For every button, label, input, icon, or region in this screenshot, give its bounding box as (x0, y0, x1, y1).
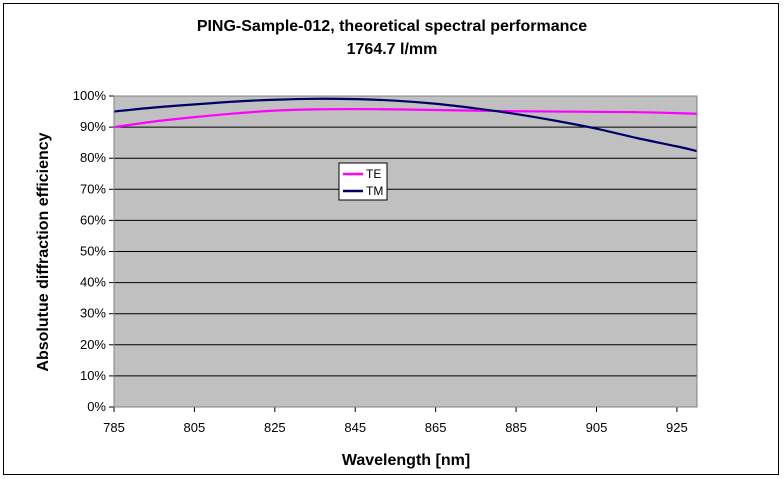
y-tick-label: 40% (80, 275, 106, 290)
series-line-tm (113, 97, 698, 153)
x-tick-label: 825 (264, 420, 286, 435)
chart-subtitle: 1764.7 l/mm (347, 41, 438, 58)
legend-label-tm: TM (366, 184, 383, 198)
chart-svg: PING-Sample-012, theoretical spectral pe… (35, 18, 698, 469)
x-tick-label: 885 (505, 420, 527, 435)
legend: TE TM (338, 162, 388, 201)
y-tick-label: 10% (80, 368, 106, 383)
axis-lines (113, 95, 698, 408)
y-tick-label: 60% (80, 212, 106, 227)
y-tick-label: 100% (73, 88, 107, 103)
y-tick-label: 90% (80, 119, 106, 134)
x-tick-label: 925 (666, 420, 688, 435)
x-tick-label: 865 (425, 420, 447, 435)
x-tick-label: 905 (586, 420, 608, 435)
y-tick-label: 50% (80, 244, 106, 259)
y-tick-label: 30% (80, 306, 106, 321)
y-tick-label: 80% (80, 150, 106, 165)
x-axis-label: Wavelength [nm] (342, 452, 470, 469)
y-tick-labels: 0% 10% 20% 30% 40% 50% 60% 70% 80% 90% 100% (73, 88, 107, 414)
legend-label-te: TE (366, 167, 381, 181)
legend-box (338, 162, 388, 201)
series-lines (113, 97, 698, 153)
y-tick-label: 20% (80, 337, 106, 352)
x-tick-label: 845 (344, 420, 366, 435)
x-tick-labels: 785 805 825 845 865 885 905 925 (103, 420, 688, 435)
series-line-te (113, 107, 698, 129)
chart-frame: PING-Sample-012, theoretical spectral pe… (3, 3, 779, 475)
y-tick-label: 0% (87, 399, 106, 414)
y-tick-label: 70% (80, 181, 106, 196)
x-tick-label: 805 (184, 420, 206, 435)
chart-title: PING-Sample-012, theoretical spectral pe… (197, 18, 587, 35)
x-tick-label: 785 (103, 420, 125, 435)
y-axis-label: Absolutue diffraction efficiency (35, 132, 52, 371)
